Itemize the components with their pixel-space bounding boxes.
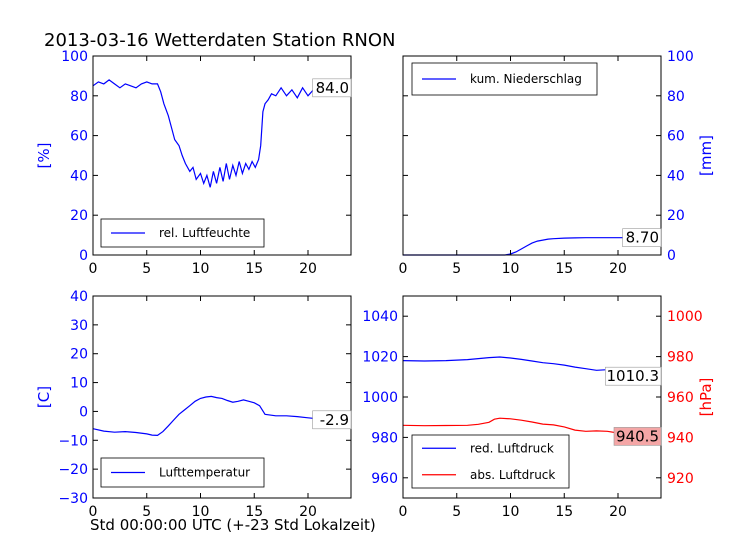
pressure-y-tick-label: 1000 <box>362 390 398 406</box>
pressure-x-tick-label: 20 <box>609 504 627 520</box>
pressure-y-tick-label: 980 <box>371 430 398 446</box>
temperature-x-tick-label: 20 <box>299 504 317 520</box>
pressure-y-right-tick-label: 1000 <box>667 309 703 325</box>
humidity-x-tick-label: 20 <box>299 261 317 277</box>
precipitation-last-value: 8.70 <box>626 229 659 247</box>
precipitation-y-tick-label: 0 <box>667 248 676 264</box>
humidity-last_value-box <box>312 78 352 98</box>
pressure-y-tick-label: 1040 <box>362 309 398 325</box>
humidity-y-tick-label: 80 <box>70 89 88 105</box>
pressure-last-value: 1010.3 <box>607 367 660 385</box>
figure-title: 2013-03-16 Wetterdaten Station RNON <box>44 30 396 51</box>
temperature-y-tick-label: 20 <box>70 347 88 363</box>
precipitation-x-tick-label: 10 <box>502 261 520 277</box>
temperature-x-tick-label: 10 <box>192 504 210 520</box>
pressure-legend-label: red. Luftdruck <box>470 441 554 455</box>
humidity-y-tick-label: 20 <box>70 208 88 224</box>
pressure-x-tick-label: 5 <box>452 504 461 520</box>
precipitation-y-axis-label: [mm] <box>697 135 715 176</box>
temperature-y-axis-label: [C] <box>35 386 53 408</box>
humidity-y-tick-label: 40 <box>70 168 88 184</box>
precipitation-x-tick-label: 0 <box>399 261 408 277</box>
temperature-y-tick-label: −20 <box>58 462 88 478</box>
pressure-last_value_2-box <box>613 427 662 446</box>
humidity-x-tick-label: 0 <box>89 261 98 277</box>
precipitation-axes-frame <box>402 55 662 256</box>
temperature-y-tick-label: −30 <box>58 491 88 507</box>
humidity-x-tick-label: 5 <box>142 261 151 277</box>
pressure-y-right-tick-label: 980 <box>667 350 694 366</box>
pressure-y-tick-label: 1020 <box>362 350 398 366</box>
pressure-x-tick-label: 10 <box>502 504 520 520</box>
precipitation-y-tick-label: 40 <box>667 168 685 184</box>
precipitation-y-tick-label: 20 <box>667 208 685 224</box>
precipitation-y-tick-label: 60 <box>667 129 685 145</box>
pressure-x-tick-label: 0 <box>399 504 408 520</box>
temperature-y-tick-label: 0 <box>79 404 88 420</box>
pressure-x-tick-label: 15 <box>555 504 573 520</box>
precipitation-legend-label: kum. Niederschlag <box>470 72 582 86</box>
temperature-last_value-box <box>312 410 352 430</box>
pressure-legend-label: abs. Luftdruck <box>470 468 555 482</box>
pressure-last-value_2: 940.5 <box>616 427 659 445</box>
temperature-x-tick-label: 5 <box>142 504 151 520</box>
temperature-y-tick-label: −10 <box>58 433 88 449</box>
pressure-y-right-tick-label: 920 <box>667 471 694 487</box>
temperature-x-tick-label: 0 <box>89 504 98 520</box>
temperature-legend-label: Lufttemperatur <box>159 466 250 480</box>
pressure-y-axis-label: [hPa] <box>697 378 715 417</box>
humidity-y-tick-label: 60 <box>70 129 88 145</box>
humidity-y-tick-label: 0 <box>79 248 88 264</box>
precipitation-x-tick-label: 20 <box>609 261 627 277</box>
pressure-y-right-tick-label: 940 <box>667 430 694 446</box>
temperature-last-value: -2.9 <box>320 411 349 429</box>
x-axis-caption: Std 00:00:00 UTC (+-23 Std Lokalzeit) <box>90 516 376 534</box>
humidity-x-tick-label: 15 <box>245 261 263 277</box>
temperature-x-tick-label: 15 <box>245 504 263 520</box>
pressure-legend <box>411 434 570 489</box>
precipitation-y-tick-label: 100 <box>667 49 694 65</box>
humidity-y-axis-label: [%] <box>35 143 53 169</box>
precipitation-last_value-box <box>622 228 662 247</box>
pressure-y-right-tick-label: 960 <box>667 390 694 406</box>
precipitation-x-tick-label: 15 <box>555 261 573 277</box>
temperature-series-1-line <box>92 395 351 437</box>
humidity-legend-label: rel. Luftfeuchte <box>159 226 250 240</box>
precipitation-y-tick-label: 80 <box>667 89 685 105</box>
pressure-last_value-box <box>605 366 662 386</box>
humidity-y-tick-label: 100 <box>61 49 88 65</box>
pressure-y-tick-label: 960 <box>371 471 398 487</box>
precipitation-x-tick-label: 5 <box>452 261 461 277</box>
temperature-y-tick-label: 30 <box>70 318 88 334</box>
humidity-series-1-line <box>92 79 352 188</box>
temperature-y-tick-label: 10 <box>70 376 88 392</box>
humidity-x-tick-label: 10 <box>192 261 210 277</box>
temperature-axes-frame <box>92 295 352 499</box>
humidity-last-value: 84.0 <box>316 79 349 97</box>
temperature-y-tick-label: 40 <box>70 289 88 305</box>
humidity-axes-frame <box>92 55 352 256</box>
